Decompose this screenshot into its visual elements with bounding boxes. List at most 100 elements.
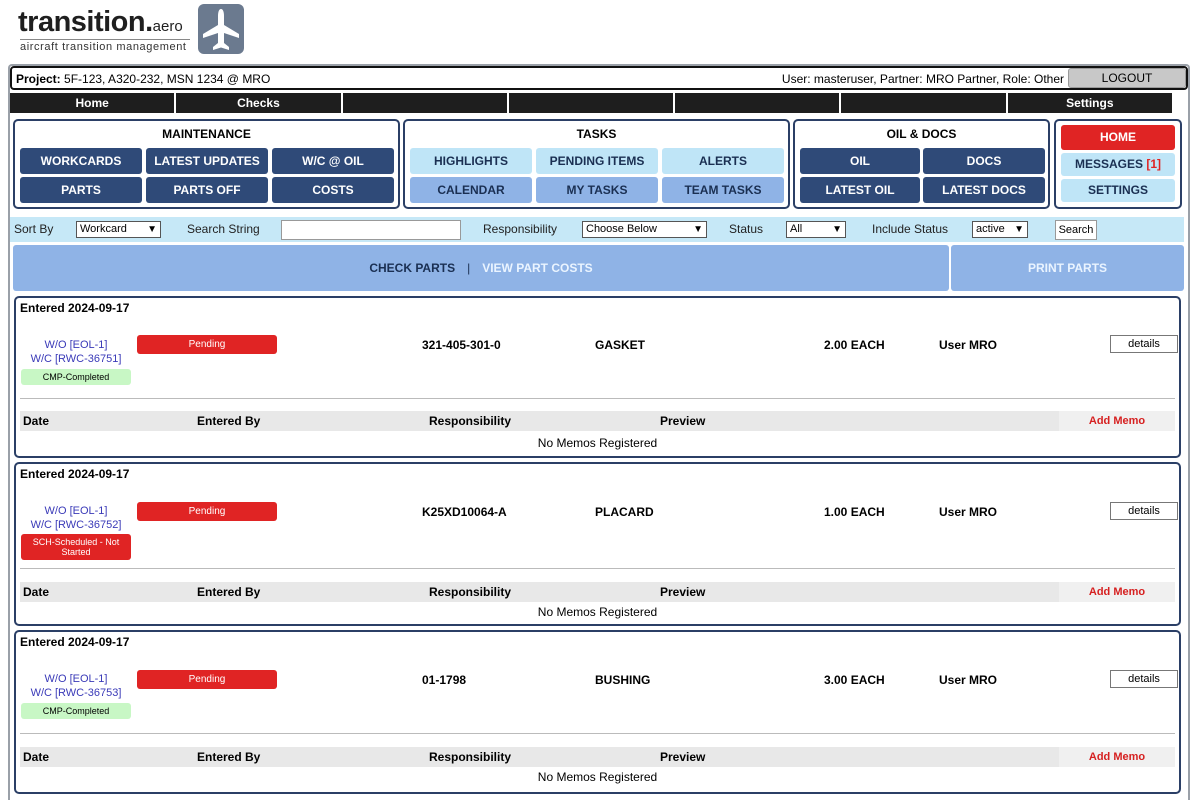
- memo-col-date: Date: [23, 585, 50, 599]
- highlights-button[interactable]: HIGHLIGHTS: [410, 148, 532, 174]
- project-info: Project: 5F-123, A320-232, MSN 1234 @ MR…: [16, 72, 271, 86]
- workcard-link[interactable]: W/C [RWC-36752]: [30, 519, 122, 531]
- logo-underline: [20, 39, 190, 40]
- quick-links-group: HOME MESSAGES [1] SETTINGS: [1054, 119, 1182, 209]
- app-logo[interactable]: transition.aero aircraft transition mana…: [18, 4, 248, 58]
- responsibility-select[interactable]: Choose Below ▼: [582, 221, 707, 238]
- search-string-label: Search String: [187, 222, 260, 236]
- tasks-title: TASKS: [576, 127, 617, 141]
- memo-col-responsibility: Responsibility: [429, 750, 512, 764]
- latest-docs-button[interactable]: LATEST DOCS: [923, 177, 1045, 203]
- nav-empty-1: [342, 93, 509, 113]
- costs-button[interactable]: COSTS: [272, 177, 394, 203]
- work-order-link[interactable]: W/O [EOL-1]: [44, 673, 108, 685]
- wc-at-oil-button[interactable]: W/C @ OIL: [272, 148, 394, 174]
- include-status-select[interactable]: active ▼: [972, 221, 1028, 238]
- team-tasks-button[interactable]: TEAM TASKS: [662, 177, 784, 203]
- settings-button[interactable]: SETTINGS: [1061, 179, 1175, 202]
- details-button[interactable]: details: [1110, 335, 1178, 353]
- entered-date: Entered 2024-09-17: [20, 301, 130, 315]
- nav-empty-4: [841, 93, 1008, 113]
- docs-button[interactable]: DOCS: [923, 148, 1045, 174]
- search-string-input[interactable]: [281, 220, 461, 240]
- part-status-badge: Pending: [137, 670, 277, 689]
- pending-items-button[interactable]: PENDING ITEMS: [536, 148, 658, 174]
- add-memo-button[interactable]: Add Memo: [1059, 411, 1175, 431]
- part-status-badge: Pending: [137, 502, 277, 521]
- memo-header: Date Entered By Responsibility Preview A…: [20, 411, 1175, 431]
- parts-off-button[interactable]: PARTS OFF: [146, 177, 268, 203]
- part-description: BUSHING: [595, 673, 651, 687]
- add-memo-button[interactable]: Add Memo: [1059, 747, 1175, 767]
- part-card: Entered 2024-09-17 W/O [EOL-1] W/C [RWC-…: [14, 630, 1181, 794]
- part-card: Entered 2024-09-17 W/O [EOL-1] W/C [RWC-…: [14, 296, 1181, 458]
- maintenance-group: MAINTENANCE WORKCARDS LATEST UPDATES W/C…: [13, 119, 400, 209]
- memo-col-date: Date: [23, 750, 50, 764]
- nav-empty-3: [675, 93, 842, 113]
- workcard-status-badge: CMP-Completed: [21, 369, 131, 385]
- tab-view-part-costs[interactable]: VIEW PART COSTS: [482, 261, 593, 275]
- user-info: User: masteruser, Partner: MRO Partner, …: [781, 72, 1064, 86]
- alerts-button[interactable]: ALERTS: [662, 148, 784, 174]
- my-tasks-button[interactable]: MY TASKS: [536, 177, 658, 203]
- memo-col-preview: Preview: [660, 750, 706, 764]
- workcards-button[interactable]: WORKCARDS: [20, 148, 142, 174]
- nav-home[interactable]: Home: [10, 93, 177, 113]
- status-select[interactable]: All ▼: [786, 221, 846, 238]
- calendar-button[interactable]: CALENDAR: [410, 177, 532, 203]
- chevron-down-icon: ▼: [693, 224, 703, 235]
- project-info-bar: Project: 5F-123, A320-232, MSN 1234 @ MR…: [10, 66, 1188, 90]
- messages-button[interactable]: MESSAGES [1]: [1061, 153, 1175, 176]
- work-order-link[interactable]: W/O [EOL-1]: [44, 505, 108, 517]
- memo-header: Date Entered By Responsibility Preview A…: [20, 582, 1175, 602]
- tasks-group: TASKS HIGHLIGHTS PENDING ITEMS ALERTS CA…: [403, 119, 790, 209]
- chevron-down-icon: ▼: [1014, 224, 1024, 235]
- no-memos-text: No Memos Registered: [537, 770, 658, 784]
- logout-button[interactable]: LOGOUT: [1068, 68, 1186, 88]
- workcard-status-badge: CMP-Completed: [21, 703, 131, 719]
- card-divider: [20, 398, 1175, 399]
- sort-by-select[interactable]: Workcard ▼: [76, 221, 161, 238]
- search-button[interactable]: Search: [1055, 220, 1097, 240]
- card-divider: [20, 733, 1175, 734]
- work-order-link[interactable]: W/O [EOL-1]: [44, 339, 108, 351]
- logo-tagline: aircraft transition management: [20, 41, 187, 53]
- maintenance-title: MAINTENANCE: [162, 127, 251, 141]
- workcard-link[interactable]: W/C [RWC-36753]: [30, 687, 122, 699]
- memo-col-preview: Preview: [660, 414, 706, 428]
- print-parts-button[interactable]: PRINT PARTS: [951, 245, 1184, 291]
- card-divider: [20, 568, 1175, 569]
- filter-bar: Sort By Workcard ▼ Search String Responsi…: [10, 217, 1184, 242]
- responsibility-label: Responsibility: [483, 222, 558, 236]
- airplane-icon: [198, 4, 244, 54]
- tab-separator: |: [467, 261, 471, 275]
- chevron-down-icon: ▼: [147, 224, 157, 235]
- memo-header: Date Entered By Responsibility Preview A…: [20, 747, 1175, 767]
- oil-docs-title: OIL & DOCS: [886, 127, 957, 141]
- details-button[interactable]: details: [1110, 670, 1178, 688]
- entered-date: Entered 2024-09-17: [20, 635, 130, 649]
- nav-settings[interactable]: Settings: [1007, 93, 1172, 113]
- latest-oil-button[interactable]: LATEST OIL: [800, 177, 920, 203]
- tab-check-parts[interactable]: CHECK PARTS: [369, 261, 456, 275]
- details-button[interactable]: details: [1110, 502, 1178, 520]
- status-label: Status: [729, 222, 764, 236]
- part-description: GASKET: [595, 338, 646, 352]
- nav-checks[interactable]: Checks: [176, 93, 343, 113]
- memo-col-preview: Preview: [660, 585, 706, 599]
- no-memos-text: No Memos Registered: [537, 605, 658, 619]
- part-quantity: 3.00 EACH: [824, 673, 885, 687]
- oil-button[interactable]: OIL: [800, 148, 920, 174]
- latest-updates-button[interactable]: LATEST UPDATES: [146, 148, 268, 174]
- workcard-link[interactable]: W/C [RWC-36751]: [30, 353, 122, 365]
- home-button[interactable]: HOME: [1061, 125, 1175, 150]
- parts-tab-bar: CHECK PARTS | VIEW PART COSTS: [13, 245, 949, 291]
- entered-date: Entered 2024-09-17: [20, 467, 130, 481]
- messages-label: MESSAGES: [1074, 157, 1143, 171]
- parts-button[interactable]: PARTS: [20, 177, 142, 203]
- add-memo-button[interactable]: Add Memo: [1059, 582, 1175, 602]
- part-quantity: 2.00 EACH: [824, 338, 885, 352]
- memo-col-responsibility: Responsibility: [429, 414, 512, 428]
- memo-col-responsibility: Responsibility: [429, 585, 512, 599]
- part-number: K25XD10064-A: [422, 505, 507, 519]
